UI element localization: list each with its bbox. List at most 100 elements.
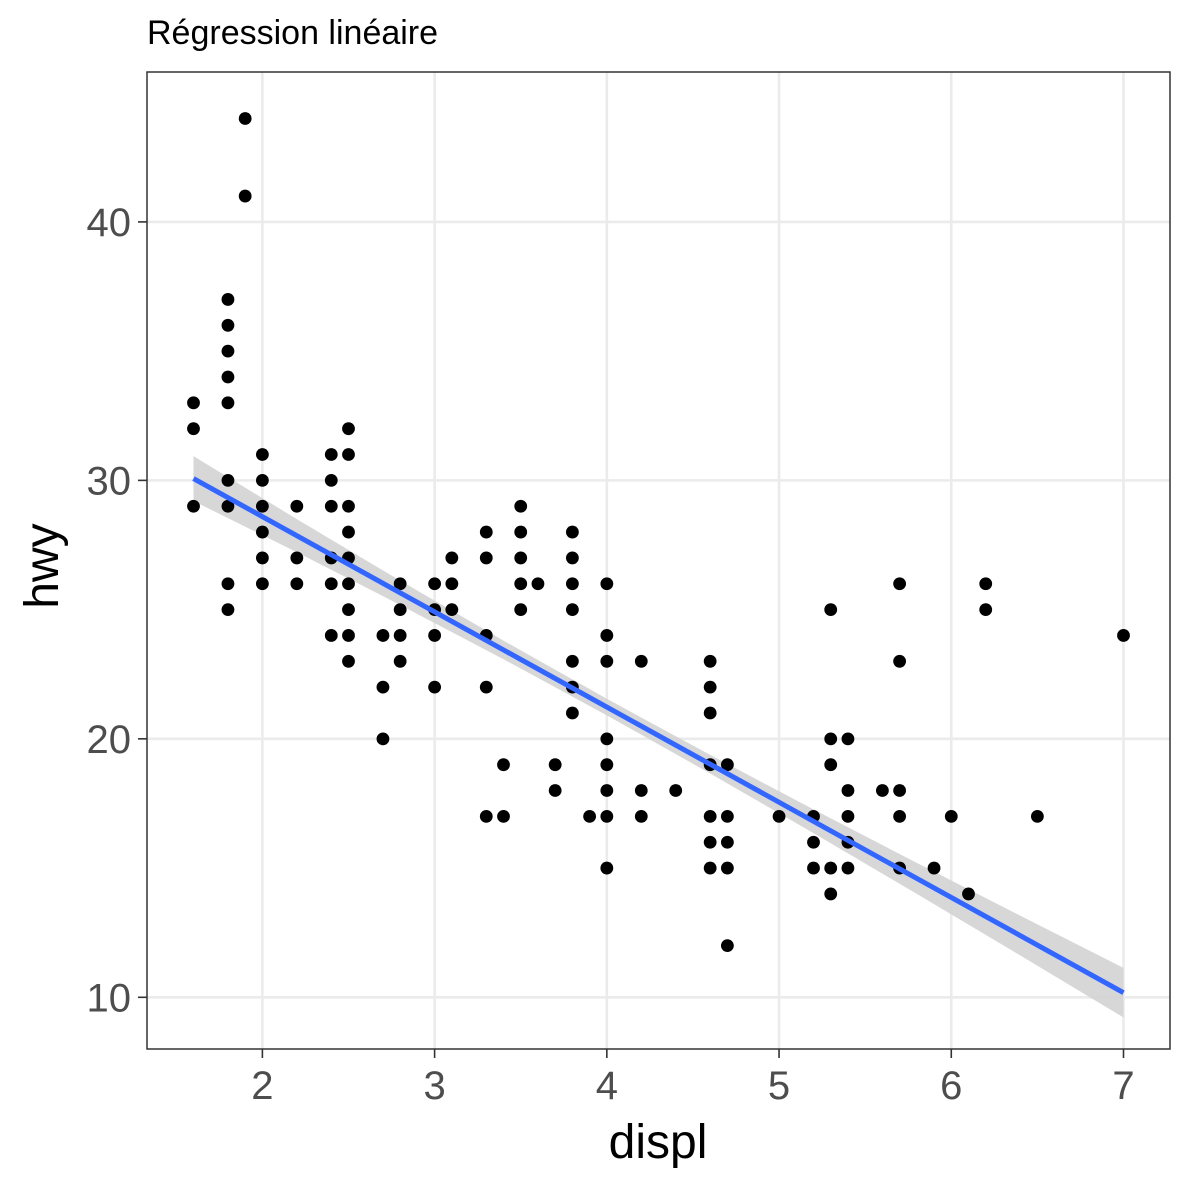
data-point bbox=[565, 577, 579, 591]
data-point bbox=[428, 680, 442, 694]
data-point bbox=[376, 680, 390, 694]
y-axis-ticks: 10 20 30 40 bbox=[87, 201, 147, 1020]
data-point bbox=[772, 809, 786, 823]
data-point bbox=[893, 809, 907, 823]
data-point bbox=[514, 577, 528, 591]
data-point bbox=[600, 577, 614, 591]
data-point bbox=[600, 629, 614, 642]
data-point bbox=[290, 577, 304, 591]
data-point bbox=[221, 473, 235, 487]
data-point bbox=[979, 603, 993, 617]
y-tick-label: 20 bbox=[87, 718, 132, 762]
data-point bbox=[600, 809, 614, 823]
data-point bbox=[720, 939, 734, 953]
data-point bbox=[531, 577, 545, 591]
data-point bbox=[548, 784, 562, 797]
data-point bbox=[703, 706, 717, 720]
data-point bbox=[393, 629, 407, 642]
data-point bbox=[600, 654, 614, 668]
x-axis-title: displ bbox=[609, 1116, 708, 1169]
data-point bbox=[290, 499, 304, 513]
data-point bbox=[565, 603, 579, 617]
data-point bbox=[342, 525, 355, 539]
data-point bbox=[187, 499, 200, 513]
data-point bbox=[445, 577, 459, 591]
data-point bbox=[824, 732, 838, 746]
data-point bbox=[324, 448, 338, 461]
data-point bbox=[497, 809, 510, 823]
data-point bbox=[479, 809, 493, 823]
y-tick-label: 30 bbox=[87, 459, 132, 503]
data-point bbox=[221, 499, 235, 513]
data-point bbox=[720, 758, 734, 772]
data-point bbox=[600, 732, 614, 746]
x-tick-label: 7 bbox=[1112, 1064, 1134, 1108]
data-point bbox=[290, 551, 304, 565]
data-point bbox=[600, 861, 614, 875]
data-point bbox=[342, 499, 355, 513]
regression-line-path bbox=[192, 476, 1125, 995]
data-point bbox=[342, 629, 355, 642]
data-point bbox=[669, 784, 683, 797]
data-point bbox=[221, 396, 235, 410]
data-point bbox=[393, 654, 407, 668]
data-point bbox=[565, 706, 579, 720]
data-point bbox=[221, 318, 235, 332]
data-point bbox=[376, 629, 390, 642]
data-point bbox=[255, 473, 269, 487]
data-point bbox=[841, 861, 855, 875]
x-axis-ticks: 2 3 4 5 6 7 bbox=[251, 1049, 1135, 1108]
data-point bbox=[479, 551, 493, 565]
data-point bbox=[841, 784, 855, 797]
data-point bbox=[221, 603, 235, 617]
data-point bbox=[445, 551, 459, 565]
data-point bbox=[238, 189, 252, 203]
data-point bbox=[342, 448, 355, 461]
data-point bbox=[720, 835, 734, 849]
data-point bbox=[514, 603, 528, 617]
data-point bbox=[565, 551, 579, 565]
data-point bbox=[255, 448, 269, 461]
data-point bbox=[893, 654, 907, 668]
data-point bbox=[703, 861, 717, 875]
data-point bbox=[445, 603, 459, 617]
data-point bbox=[824, 887, 838, 901]
y-tick-label: 10 bbox=[87, 976, 132, 1020]
data-point bbox=[703, 835, 717, 849]
data-point bbox=[497, 758, 510, 772]
x-tick-label: 2 bbox=[251, 1064, 273, 1108]
data-point bbox=[238, 112, 252, 125]
data-point bbox=[962, 887, 975, 901]
grid-lines bbox=[147, 72, 1170, 1049]
data-point bbox=[479, 525, 493, 539]
data-point bbox=[1030, 809, 1044, 823]
data-point bbox=[514, 525, 528, 539]
data-point bbox=[342, 577, 355, 591]
data-point bbox=[514, 551, 528, 565]
data-point bbox=[255, 551, 269, 565]
data-point bbox=[824, 861, 838, 875]
y-tick-label: 40 bbox=[87, 201, 132, 245]
data-point bbox=[324, 499, 338, 513]
data-point bbox=[548, 758, 562, 772]
data-point bbox=[514, 499, 528, 513]
regression-line bbox=[192, 476, 1125, 995]
panel-border bbox=[146, 71, 1171, 1050]
data-point bbox=[893, 784, 907, 797]
data-point bbox=[583, 809, 597, 823]
data-point bbox=[479, 680, 493, 694]
data-point bbox=[221, 293, 235, 306]
data-point bbox=[221, 344, 235, 358]
data-point bbox=[634, 654, 648, 668]
data-point bbox=[324, 577, 338, 591]
data-point bbox=[944, 809, 958, 823]
x-tick-label: 6 bbox=[940, 1064, 962, 1108]
data-point bbox=[565, 654, 579, 668]
data-point bbox=[376, 732, 390, 746]
data-point bbox=[841, 809, 855, 823]
data-point bbox=[824, 758, 838, 772]
data-point bbox=[342, 654, 355, 668]
data-point bbox=[324, 473, 338, 487]
data-point bbox=[841, 732, 855, 746]
data-point bbox=[187, 396, 200, 410]
